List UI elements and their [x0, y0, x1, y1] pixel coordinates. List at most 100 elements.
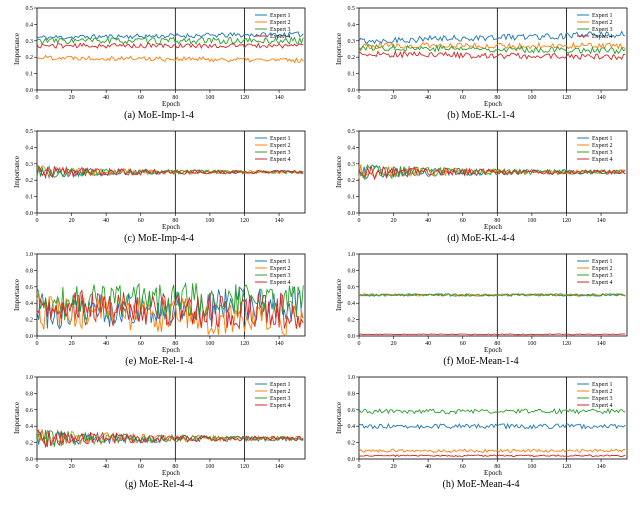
svg-text:Expert 1: Expert 1 — [270, 259, 291, 265]
svg-text:Importance: Importance — [13, 156, 21, 188]
svg-text:60: 60 — [460, 464, 466, 470]
svg-text:0.2: 0.2 — [26, 178, 34, 184]
svg-text:60: 60 — [138, 341, 144, 347]
panel-a: 0204060801001201400.00.10.20.30.40.5Epoc… — [6, 4, 312, 125]
svg-text:60: 60 — [138, 464, 144, 470]
svg-text:140: 140 — [597, 341, 606, 347]
svg-text:Importance: Importance — [13, 279, 21, 311]
svg-text:1.0: 1.0 — [348, 375, 356, 381]
svg-text:100: 100 — [527, 95, 536, 101]
svg-text:Expert 4: Expert 4 — [592, 280, 613, 286]
svg-text:100: 100 — [527, 341, 536, 347]
svg-text:Expert 2: Expert 2 — [270, 389, 291, 395]
svg-text:1.0: 1.0 — [26, 375, 34, 381]
svg-text:0: 0 — [36, 218, 39, 224]
svg-text:1.0: 1.0 — [348, 252, 356, 258]
svg-text:Expert 2: Expert 2 — [592, 143, 613, 149]
svg-text:0.1: 0.1 — [348, 195, 356, 201]
svg-text:Importance: Importance — [335, 402, 343, 434]
svg-text:0.0: 0.0 — [26, 334, 34, 340]
svg-text:0.3: 0.3 — [26, 162, 34, 168]
svg-text:Expert 1: Expert 1 — [592, 136, 613, 142]
svg-text:0: 0 — [36, 341, 39, 347]
svg-text:0.4: 0.4 — [26, 145, 34, 151]
svg-text:Expert 3: Expert 3 — [270, 27, 291, 33]
svg-text:0.5: 0.5 — [26, 129, 34, 135]
svg-text:Expert 3: Expert 3 — [592, 150, 613, 156]
svg-text:0.3: 0.3 — [348, 39, 356, 45]
svg-text:40: 40 — [425, 341, 431, 347]
svg-text:Expert 3: Expert 3 — [592, 396, 613, 402]
chart-f: 0204060801001201400.00.20.40.60.81.0Epoc… — [331, 250, 631, 354]
svg-text:0: 0 — [358, 341, 361, 347]
svg-text:140: 140 — [275, 464, 284, 470]
svg-text:20: 20 — [391, 464, 397, 470]
svg-text:40: 40 — [425, 218, 431, 224]
svg-text:Expert 3: Expert 3 — [270, 273, 291, 279]
svg-text:Expert 4: Expert 4 — [592, 403, 613, 409]
svg-text:0.1: 0.1 — [26, 72, 34, 78]
caption-b: (b) MoE-KL-1-4 — [447, 110, 514, 121]
svg-text:Expert 1: Expert 1 — [270, 13, 291, 19]
svg-text:0.8: 0.8 — [348, 391, 356, 397]
svg-text:20: 20 — [69, 218, 75, 224]
chart-d: 0204060801001201400.00.10.20.30.40.5Epoc… — [331, 127, 631, 231]
svg-text:0.4: 0.4 — [26, 22, 34, 28]
svg-text:100: 100 — [205, 95, 214, 101]
svg-text:0.4: 0.4 — [348, 301, 356, 307]
svg-text:120: 120 — [562, 218, 571, 224]
svg-text:120: 120 — [240, 95, 249, 101]
svg-text:0.4: 0.4 — [348, 424, 356, 430]
svg-text:Expert 1: Expert 1 — [270, 136, 291, 142]
svg-text:Expert 4: Expert 4 — [270, 157, 291, 163]
svg-text:60: 60 — [460, 218, 466, 224]
svg-text:0.3: 0.3 — [26, 39, 34, 45]
svg-text:100: 100 — [205, 464, 214, 470]
svg-text:0.8: 0.8 — [26, 391, 34, 397]
svg-text:20: 20 — [391, 341, 397, 347]
svg-text:20: 20 — [69, 341, 75, 347]
svg-text:Epoch: Epoch — [162, 346, 180, 354]
svg-text:20: 20 — [69, 95, 75, 101]
svg-text:0.2: 0.2 — [26, 441, 34, 447]
svg-text:120: 120 — [562, 341, 571, 347]
svg-text:0.2: 0.2 — [26, 55, 34, 61]
svg-text:20: 20 — [391, 218, 397, 224]
svg-text:0.4: 0.4 — [26, 301, 34, 307]
svg-text:0.0: 0.0 — [26, 457, 34, 463]
svg-text:0: 0 — [36, 464, 39, 470]
svg-text:0.5: 0.5 — [348, 129, 356, 135]
svg-text:0.6: 0.6 — [348, 285, 356, 291]
svg-text:Expert 2: Expert 2 — [592, 389, 613, 395]
svg-text:Importance: Importance — [335, 156, 343, 188]
svg-text:0.0: 0.0 — [348, 88, 356, 94]
svg-text:0.8: 0.8 — [26, 268, 34, 274]
figure-grid: 0204060801001201400.00.10.20.30.40.5Epoc… — [6, 4, 634, 494]
svg-text:0.0: 0.0 — [348, 211, 356, 217]
svg-text:0: 0 — [358, 95, 361, 101]
svg-text:140: 140 — [597, 464, 606, 470]
svg-text:Expert 2: Expert 2 — [592, 20, 613, 26]
svg-text:60: 60 — [138, 95, 144, 101]
svg-text:0.2: 0.2 — [348, 55, 356, 61]
svg-text:Expert 2: Expert 2 — [592, 266, 613, 272]
svg-text:Expert 3: Expert 3 — [270, 150, 291, 156]
svg-text:Importance: Importance — [335, 279, 343, 311]
svg-text:0.6: 0.6 — [26, 408, 34, 414]
svg-text:100: 100 — [205, 341, 214, 347]
svg-text:0.6: 0.6 — [26, 285, 34, 291]
svg-text:60: 60 — [460, 341, 466, 347]
svg-text:1.0: 1.0 — [26, 252, 34, 258]
svg-text:Expert 4: Expert 4 — [270, 34, 291, 40]
panel-g: 0204060801001201400.00.20.40.60.81.0Epoc… — [6, 373, 312, 494]
svg-text:0.2: 0.2 — [26, 318, 34, 324]
svg-text:0.0: 0.0 — [26, 211, 34, 217]
svg-text:0.2: 0.2 — [348, 441, 356, 447]
svg-text:Expert 4: Expert 4 — [270, 403, 291, 409]
svg-text:120: 120 — [240, 464, 249, 470]
svg-text:Importance: Importance — [13, 33, 21, 65]
svg-text:Expert 1: Expert 1 — [592, 13, 613, 19]
svg-text:Importance: Importance — [335, 33, 343, 65]
chart-g: 0204060801001201400.00.20.40.60.81.0Epoc… — [9, 373, 309, 477]
svg-text:0.2: 0.2 — [348, 178, 356, 184]
